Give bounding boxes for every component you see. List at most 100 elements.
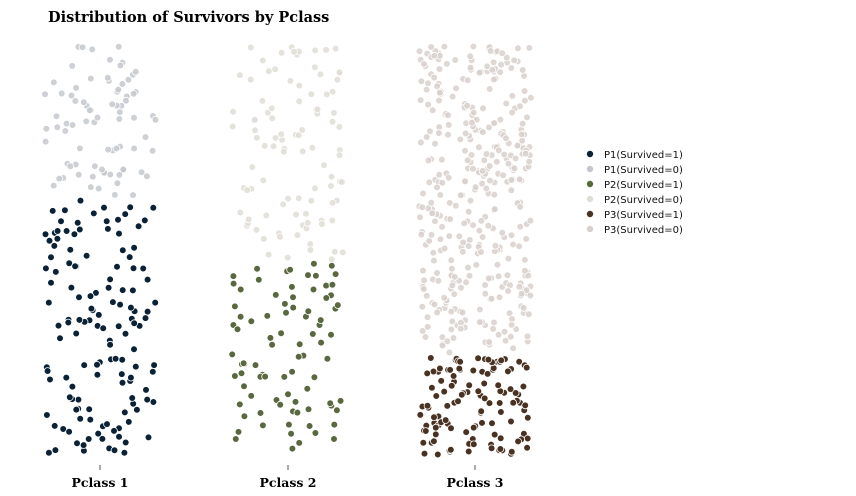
point-p3-survived-0 xyxy=(493,260,502,269)
point-p3-survived-1 xyxy=(497,356,506,365)
point-p1-survived-1 xyxy=(130,244,138,252)
point-p1-survived-1 xyxy=(111,354,120,363)
point-p3-survived-0 xyxy=(527,93,535,102)
point-p3-survived-0 xyxy=(444,131,452,139)
point-p1-survived-1 xyxy=(93,360,101,369)
point-p2-survived-1 xyxy=(259,421,267,430)
point-p3-survived-0 xyxy=(438,341,447,350)
point-p3-survived-0 xyxy=(463,101,472,110)
point-p1-survived-0 xyxy=(104,145,112,154)
point-p2-survived-1 xyxy=(240,412,249,421)
point-p2-survived-0 xyxy=(308,143,317,152)
point-p3-survived-0 xyxy=(521,256,529,264)
point-p3-survived-0 xyxy=(504,287,512,295)
point-p3-survived-0 xyxy=(456,324,465,333)
chart-title: Distribution of Survivors by Pclass xyxy=(48,9,329,26)
point-p2-survived-1 xyxy=(288,283,296,291)
point-p1-survived-1 xyxy=(125,253,134,261)
point-p1-survived-1 xyxy=(57,217,65,226)
point-p3-survived-0 xyxy=(444,121,453,129)
point-p1-survived-0 xyxy=(41,137,50,146)
point-p3-survived-1 xyxy=(480,379,489,388)
point-p3-survived-1 xyxy=(511,389,520,397)
point-p2-survived-1 xyxy=(277,329,285,338)
point-p1-survived-1 xyxy=(54,321,63,330)
point-p2-survived-1 xyxy=(231,372,239,380)
point-p3-survived-0 xyxy=(448,317,457,326)
point-p2-survived-1 xyxy=(323,354,332,363)
point-p3-survived-0 xyxy=(521,149,530,158)
point-p3-survived-1 xyxy=(483,370,492,378)
point-p2-survived-0 xyxy=(259,235,268,243)
point-p3-survived-0 xyxy=(461,146,469,155)
point-p1-survived-1 xyxy=(143,307,152,316)
point-p1-survived-0 xyxy=(112,144,121,153)
point-p2-survived-1 xyxy=(237,369,246,378)
point-p3-survived-1 xyxy=(432,392,441,400)
point-p3-survived-0 xyxy=(469,165,477,173)
point-p3-survived-0 xyxy=(463,156,472,165)
point-p2-survived-0 xyxy=(311,184,319,193)
point-p3-survived-0 xyxy=(507,64,516,72)
legend-label: P2(Survived=0) xyxy=(604,195,683,206)
point-p1-survived-1 xyxy=(134,222,143,231)
point-p1-survived-0 xyxy=(116,61,125,70)
point-p2-survived-1 xyxy=(236,285,245,294)
point-p1-survived-1 xyxy=(76,225,84,234)
point-p3-survived-0 xyxy=(451,56,460,64)
point-p3-survived-1 xyxy=(509,398,518,407)
point-p2-survived-0 xyxy=(320,161,328,170)
point-p3-survived-0 xyxy=(515,242,523,251)
point-p2-survived-0 xyxy=(335,68,344,77)
point-p3-survived-1 xyxy=(429,367,438,376)
point-p2-survived-1 xyxy=(251,361,260,369)
point-p3-survived-0 xyxy=(515,175,524,184)
point-p1-survived-1 xyxy=(64,318,73,327)
point-p3-survived-1 xyxy=(446,445,455,454)
point-p2-survived-0 xyxy=(276,233,284,241)
point-p1-survived-1 xyxy=(128,394,137,402)
legend-label: P3(Survived=0) xyxy=(604,225,683,236)
point-p3-survived-0 xyxy=(435,129,443,137)
point-p1-survived-1 xyxy=(95,311,103,319)
point-p3-survived-0 xyxy=(429,248,438,257)
point-p2-survived-1 xyxy=(281,300,289,308)
point-p3-survived-0 xyxy=(459,238,467,247)
point-p3-survived-0 xyxy=(477,248,485,256)
point-p1-survived-0 xyxy=(98,165,106,174)
point-p2-survived-1 xyxy=(289,303,298,312)
point-p1-survived-1 xyxy=(120,448,129,457)
point-p3-survived-0 xyxy=(497,60,505,69)
point-p2-survived-1 xyxy=(326,399,335,408)
point-p1-survived-0 xyxy=(68,121,77,129)
legend-item-p1-survived-0: P1(Survived=0) xyxy=(586,164,683,176)
point-p3-survived-0 xyxy=(457,283,465,292)
legend-marker xyxy=(586,209,595,218)
point-p3-survived-0 xyxy=(424,100,432,109)
point-p1-survived-1 xyxy=(143,395,152,404)
point-p2-survived-0 xyxy=(335,123,344,131)
point-p3-survived-0 xyxy=(510,164,519,173)
point-p1-survived-0 xyxy=(111,191,119,199)
point-p3-survived-0 xyxy=(465,236,474,244)
point-p1-survived-0 xyxy=(87,74,95,83)
point-p3-survived-0 xyxy=(424,156,433,165)
point-p3-survived-0 xyxy=(444,111,452,119)
legend-label: P1(Survived=0) xyxy=(604,165,683,176)
point-p3-survived-0 xyxy=(486,176,494,185)
point-p3-survived-1 xyxy=(504,367,512,376)
point-p3-survived-0 xyxy=(446,215,455,223)
point-p3-survived-1 xyxy=(433,450,442,459)
point-p1-survived-0 xyxy=(130,144,138,153)
point-p3-survived-0 xyxy=(448,92,457,101)
point-p1-survived-0 xyxy=(49,78,58,87)
point-p2-survived-1 xyxy=(253,264,261,273)
point-p3-survived-0 xyxy=(526,216,535,225)
point-p3-survived-0 xyxy=(516,223,524,231)
point-p3-survived-0 xyxy=(490,318,498,327)
point-p3-survived-0 xyxy=(490,119,499,127)
point-p3-survived-1 xyxy=(456,357,464,366)
point-p1-survived-0 xyxy=(122,96,130,105)
point-p2-survived-0 xyxy=(328,117,337,126)
point-p1-survived-1 xyxy=(133,405,141,414)
